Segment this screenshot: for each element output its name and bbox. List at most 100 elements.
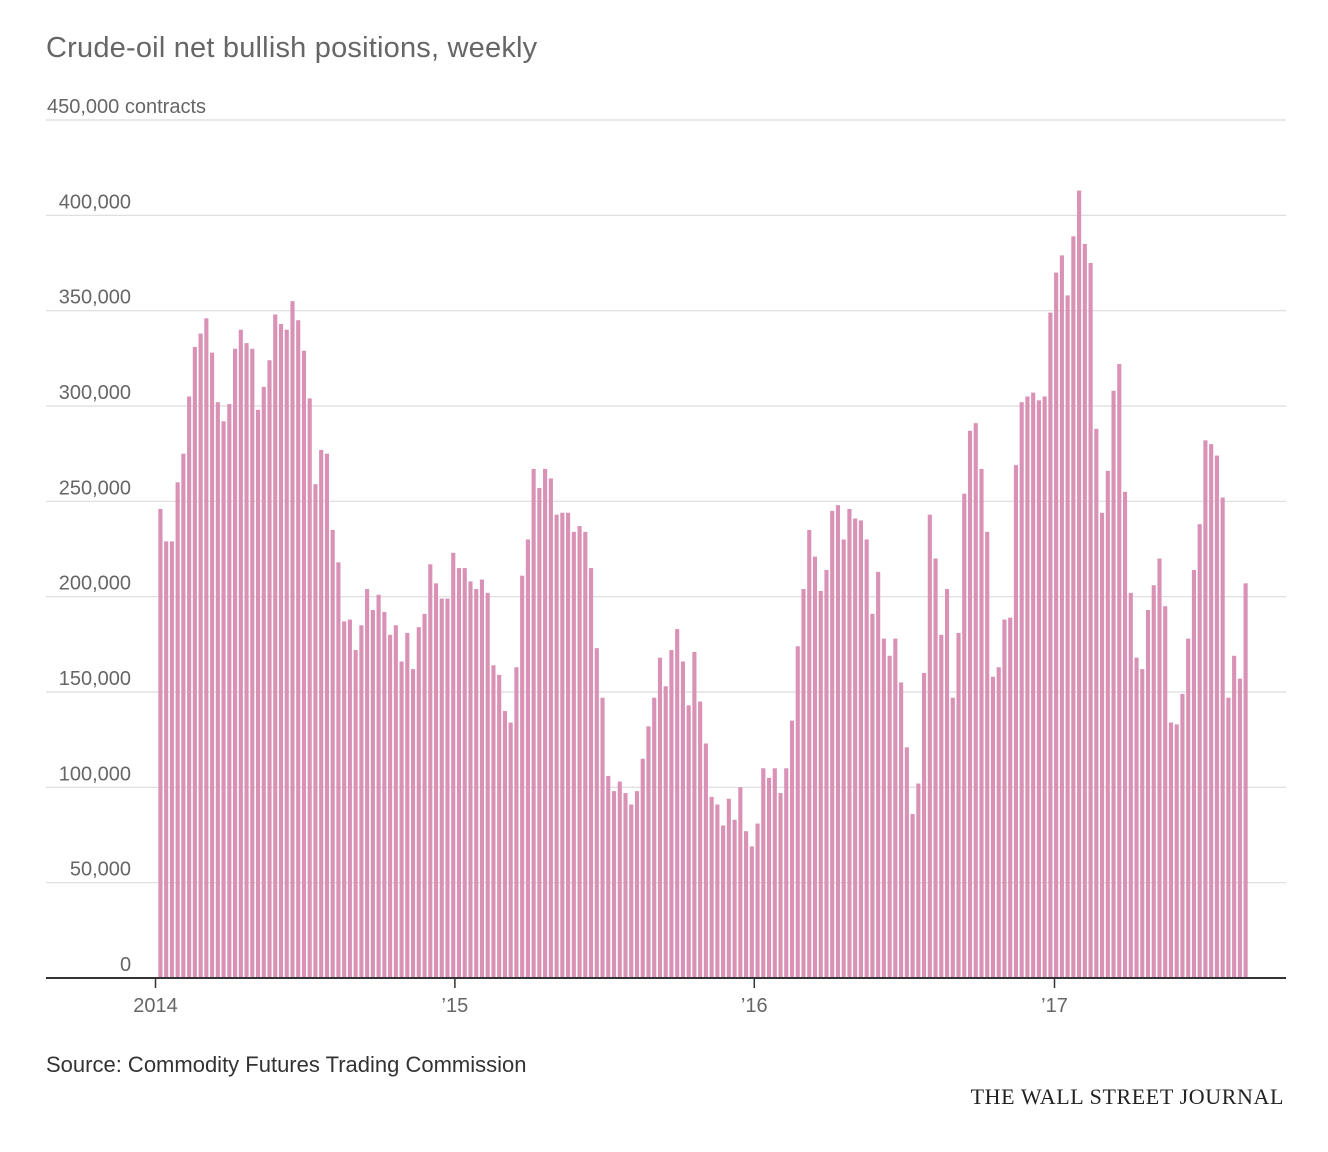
y-axis-ticks: 0 50,000 100,000 150,000 200,000 250,000 300,0…: [47, 96, 206, 976]
bar: [227, 404, 232, 979]
bar: [709, 796, 714, 978]
bar: [554, 514, 559, 978]
bar-chart: 0 50,000 100,000 150,000 200,000 250,000 300,0…: [46, 96, 1286, 1017]
bar: [370, 610, 375, 978]
bar: [1180, 693, 1185, 978]
bar: [468, 581, 473, 978]
bar: [824, 569, 829, 978]
bar: [399, 661, 404, 978]
bar: [910, 814, 915, 978]
bar: [1191, 569, 1197, 978]
bar: [922, 672, 927, 978]
bar: [784, 768, 789, 978]
bar: [623, 793, 628, 978]
bar: [721, 825, 726, 978]
bar: [433, 583, 439, 978]
bar: [422, 613, 427, 978]
bar: [1048, 312, 1053, 978]
bar: [164, 541, 169, 978]
bar: [560, 512, 565, 978]
bar: [192, 346, 197, 978]
bar: [996, 667, 1001, 978]
bar: [1002, 619, 1007, 978]
bar: [198, 333, 203, 978]
bar: [359, 625, 364, 978]
bar: [876, 571, 881, 978]
bar: [600, 697, 605, 978]
bar: [479, 579, 485, 978]
bar: [215, 402, 220, 978]
bar: [950, 697, 955, 978]
bar: [1145, 610, 1151, 978]
bar: [1163, 606, 1168, 978]
bar: [1186, 638, 1191, 978]
bar: [1013, 465, 1019, 978]
bar: [899, 682, 904, 978]
bar: [158, 508, 163, 978]
bar: [1214, 455, 1219, 978]
bar: [439, 598, 444, 978]
bar: [278, 324, 284, 978]
bar: [858, 520, 863, 978]
bar: [812, 556, 818, 978]
bar: [830, 510, 835, 978]
bar: [652, 697, 657, 978]
bar: [1128, 592, 1133, 978]
x-axis-ticks: 2014 ’15 ’16 ’17: [133, 978, 1068, 1017]
bar: [841, 539, 846, 978]
y-tick-label: 200,000: [59, 573, 131, 595]
bar: [210, 352, 215, 978]
bar: [324, 453, 329, 978]
bar: [181, 453, 186, 978]
bar: [698, 701, 703, 978]
bar: [175, 482, 180, 978]
bar: [1031, 392, 1036, 978]
bar: [1237, 678, 1242, 978]
x-tick-label: ’15: [442, 995, 469, 1017]
bar: [881, 638, 886, 978]
bar: [962, 493, 967, 978]
bar: [870, 613, 875, 978]
bar: [1082, 243, 1087, 978]
bar: [566, 512, 571, 978]
y-tick-label: 250,000: [59, 477, 131, 499]
bar: [537, 487, 542, 978]
bar: [273, 314, 278, 979]
bar: [342, 621, 347, 978]
y-tick-label: 450,000 contracts: [47, 96, 206, 118]
bar: [1042, 396, 1047, 979]
bar: [410, 669, 416, 978]
bar: [1157, 558, 1162, 978]
bar: [669, 650, 674, 978]
bar: [336, 562, 341, 978]
bar: [428, 564, 433, 978]
bar: [640, 758, 645, 978]
bar: [617, 781, 622, 978]
bar: [1243, 583, 1248, 978]
bar: [864, 539, 869, 978]
bar: [835, 505, 841, 978]
bar: [347, 619, 352, 978]
bar: [388, 634, 393, 978]
bar: [634, 791, 640, 978]
bar: [692, 651, 697, 978]
x-tick-label: 2014: [133, 995, 178, 1017]
bar: [502, 711, 507, 978]
bar: [250, 348, 255, 978]
bar: [1059, 255, 1064, 978]
bar: [755, 823, 760, 978]
bar: [1025, 396, 1030, 979]
bar: [1054, 272, 1059, 978]
bar: [680, 661, 685, 978]
bar: [715, 804, 720, 978]
bar: [594, 648, 599, 978]
bar: [525, 539, 530, 978]
bar: [738, 787, 743, 978]
bar: [1088, 263, 1093, 978]
bar: [531, 468, 536, 978]
bar: [979, 468, 984, 978]
bars: [158, 190, 1248, 979]
bar: [267, 360, 272, 978]
x-tick-label: ’17: [1041, 995, 1068, 1017]
bar: [543, 468, 548, 978]
